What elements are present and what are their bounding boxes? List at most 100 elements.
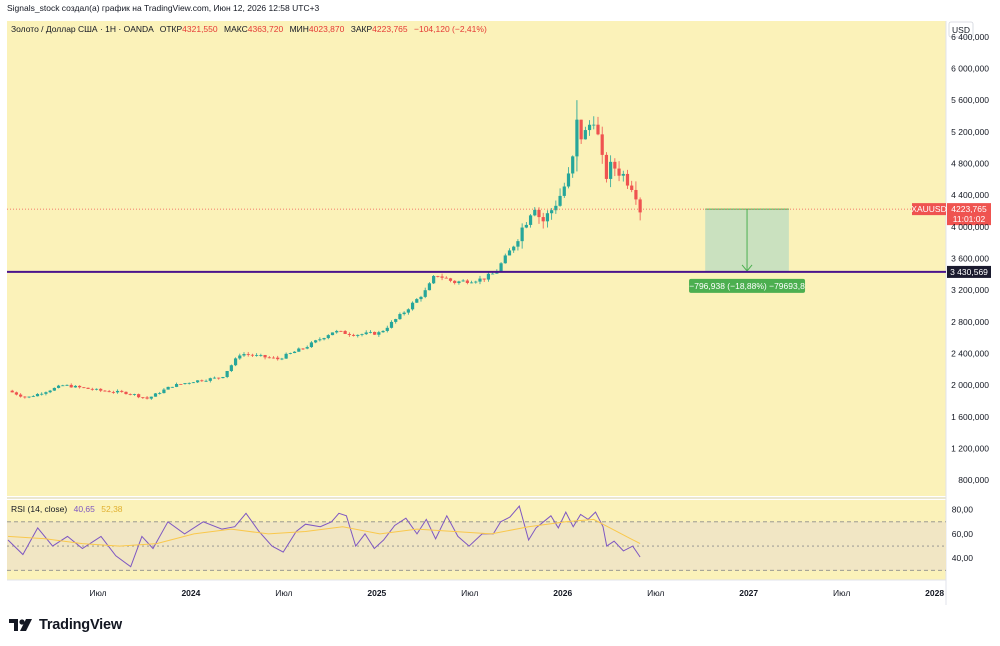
price-range-measure[interactable]: −796,938 (−18,88%) −79693,8 [689,208,805,293]
high-label: МАКС [224,24,248,34]
candle-body [381,330,385,333]
close-value: 4223,765 [372,24,408,34]
rsi-tick-label: 40,00 [952,553,974,563]
candle-body [415,299,419,303]
candle-body [406,309,410,313]
candle-body [566,173,571,187]
candle-body [482,278,486,280]
attribution-text: Signals_stock создал(а) график на Tradin… [7,3,320,13]
price-tick-label: 5 200,000 [951,127,989,137]
time-axis[interactable]: Июл 2024 Июл 2025 Июл 2026 Июл 2027 Июл 2028 [89,588,944,598]
main-pane-background [7,21,946,496]
rsi-tick-label: 80,00 [952,505,974,515]
candle-body [229,365,233,372]
candle-body [377,332,381,335]
candle-body [242,354,246,356]
candle-body [292,351,297,354]
candle-body [288,353,292,354]
candle-body [40,393,44,395]
candle-body [461,280,465,282]
candle-body [318,339,322,341]
time-tick-label: Июл [833,588,850,598]
price-axis[interactable]: 6 400,000 6 000,000 5 600,000 5 200,000 4 80… [951,32,989,485]
candle-body [394,319,398,322]
candle-body [368,331,373,333]
candle-body [478,278,482,282]
candle-body [373,331,377,335]
candle-body [339,330,343,332]
price-tick-label: 1 200,000 [951,444,989,454]
candle-body [170,386,174,388]
candle-body [634,189,638,200]
candle-body [276,357,280,360]
candle-body [516,241,520,247]
candle-body [592,124,596,126]
candle-body [621,173,625,176]
open-value: 4321,550 [182,24,218,34]
candle-body [187,382,191,384]
chart-layer [7,100,642,568]
time-tick-label: Июл [275,588,292,598]
currency-badge[interactable] [948,21,974,38]
candle-body [457,281,461,284]
candle-body [545,213,550,222]
candle-body [419,296,423,300]
candle-body [212,377,217,379]
candle-body [427,283,432,291]
chart-frame[interactable]: Золото / Доллар США · 1Н · OANDA ОТКР432… [7,21,993,605]
candle-body [583,130,587,140]
candle-body [402,312,406,315]
candle-body [246,354,250,355]
chart-canvas[interactable]: Золото / Доллар США · 1Н · OANDA ОТКР432… [7,21,993,605]
candle-body [562,186,566,196]
candle-body [145,397,149,399]
candle-body [297,348,301,352]
candle-body [111,392,115,393]
price-tag-symbol-box [912,203,946,216]
price-tick-label: 800,000 [958,475,989,485]
support-price-tag[interactable] [947,265,991,278]
candle-body [73,385,78,388]
price-tick-label: 6 400,000 [951,32,989,42]
price-tick-label: 4 400,000 [951,190,989,200]
candle-body [579,119,583,140]
candle-body [474,281,478,283]
candle-body [120,390,124,392]
low-value: 4023,870 [309,24,345,34]
candle-body [448,278,453,281]
candle-body [56,385,61,388]
candle-body [183,383,187,385]
candle-body [617,168,621,176]
candle-body [351,334,356,336]
candle-body [364,332,368,335]
rsi-axis[interactable]: 80,00 60,00 40,00 [952,505,974,563]
candle-body [571,156,575,174]
tradingview-logo[interactable]: TradingView [8,617,122,633]
candle-body [550,210,554,214]
candle-body [444,277,448,279]
price-tick-label: 3 200,000 [951,285,989,295]
candle-body [541,217,545,222]
candle-body [314,340,318,343]
candle-body [19,394,23,397]
candle-body [200,380,204,382]
candle-body [250,354,255,356]
candle-body [90,388,94,390]
candle-body [326,335,330,339]
last-price-tag[interactable]: XAUUSD 4223,765 11:01:02 [911,203,991,226]
candle-body [267,357,271,359]
candle-body [356,334,360,336]
candle-body [486,273,491,280]
rsi-legend[interactable]: RSI (14, close) 40,65 52,38 [11,504,123,514]
candle-body [469,282,474,284]
ohlc-legend[interactable]: Золото / Доллар США · 1Н · OANDA ОТКР432… [11,24,487,34]
candle-body [10,390,14,393]
candle-body [305,347,309,349]
candle-body [221,377,225,379]
candle-body [330,332,335,336]
price-tick-label: 4 800,000 [951,159,989,169]
price-tick-label: 1 600,000 [951,412,989,422]
candle-body [587,124,592,131]
candle-body [65,384,69,386]
time-tick-label: Июл [89,588,106,598]
